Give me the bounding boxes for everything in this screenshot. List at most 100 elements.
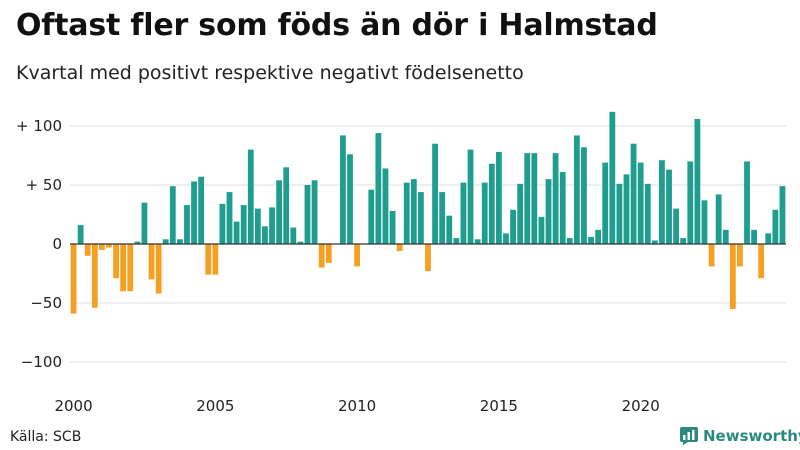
bar [680, 238, 687, 244]
bar [460, 182, 467, 244]
bar [176, 239, 183, 244]
y-tick-label: + 100 [16, 117, 62, 135]
bar [283, 167, 290, 244]
bar [566, 238, 573, 244]
bar [162, 239, 169, 244]
x-tick-label: 2005 [196, 397, 234, 415]
bar [488, 163, 495, 244]
bar [439, 192, 446, 244]
bar [205, 244, 212, 275]
bar [552, 153, 559, 244]
x-tick-label: 2020 [622, 397, 660, 415]
bar [254, 208, 261, 244]
bar [573, 135, 580, 244]
bar [510, 209, 516, 244]
bar [418, 192, 424, 244]
bar [184, 205, 190, 244]
bar [729, 244, 736, 309]
bar [155, 244, 162, 294]
bar [559, 172, 566, 244]
bar [651, 240, 658, 244]
bar [389, 210, 396, 244]
bar [637, 162, 644, 244]
bar [644, 183, 651, 244]
bar [495, 151, 502, 244]
chart-subtitle: Kvartal med positivt respektive negativt… [16, 62, 524, 84]
bar [630, 143, 637, 244]
bar [751, 229, 757, 244]
bar [694, 118, 701, 244]
bar [779, 186, 786, 244]
bar [290, 227, 297, 244]
bar [233, 221, 240, 244]
bar [212, 244, 219, 275]
x-tick-label: 2010 [338, 397, 376, 415]
bar [134, 241, 141, 244]
bar [673, 208, 680, 244]
bar [623, 174, 630, 244]
bar [113, 244, 119, 279]
bar [148, 244, 155, 280]
y-tick-label: + 50 [26, 176, 62, 194]
bar [127, 244, 134, 292]
bar [666, 169, 672, 244]
bar [191, 181, 197, 244]
bar [524, 153, 531, 244]
bar [84, 244, 91, 256]
bar [403, 182, 410, 244]
bar [503, 233, 509, 244]
x-tick-label: 2015 [480, 397, 518, 415]
bar [240, 205, 247, 244]
bar [453, 238, 460, 244]
brand-name: Newsworthy [703, 427, 800, 445]
bar [765, 233, 772, 244]
bar [517, 183, 524, 244]
bars [70, 111, 786, 314]
brand-logo: Newsworthy [680, 425, 800, 447]
bar [744, 161, 750, 244]
bar [91, 244, 98, 308]
bar [77, 225, 84, 244]
bar [545, 179, 552, 244]
bar [368, 189, 375, 244]
bar [446, 215, 453, 244]
bar [425, 244, 431, 272]
chart-title: Oftast fler som föds än dör i Halmstad [16, 8, 658, 43]
bar [432, 143, 438, 244]
bar [226, 192, 233, 244]
bar [347, 154, 353, 244]
y-tick-label: −100 [21, 353, 62, 371]
bar [581, 147, 587, 244]
bar [311, 180, 318, 244]
y-tick-label: 0 [52, 235, 62, 253]
bar [659, 160, 665, 244]
x-tick-label: 2000 [54, 397, 92, 415]
bar [701, 200, 708, 244]
bar [687, 161, 694, 244]
bar [354, 244, 361, 267]
bar [772, 209, 779, 244]
bar [616, 183, 623, 244]
bar [467, 149, 474, 244]
bar [98, 244, 105, 250]
bar [595, 229, 602, 244]
bar [340, 135, 346, 244]
bar [375, 133, 382, 244]
bar [737, 244, 743, 267]
bar [276, 180, 283, 244]
bar [715, 194, 722, 244]
bar [722, 229, 729, 244]
bar [169, 186, 176, 244]
bar [410, 179, 417, 244]
newsworthy-logo-icon [680, 427, 698, 445]
bar [481, 182, 488, 244]
bar [382, 168, 389, 244]
bar [269, 207, 275, 244]
bar [708, 244, 715, 267]
bar [474, 239, 481, 244]
bar [325, 244, 332, 263]
bar [247, 149, 254, 244]
bar [219, 203, 226, 244]
axes: + 100 + 50 0 −50 −100 2000 2005 2010 2015 2020 [16, 117, 786, 415]
